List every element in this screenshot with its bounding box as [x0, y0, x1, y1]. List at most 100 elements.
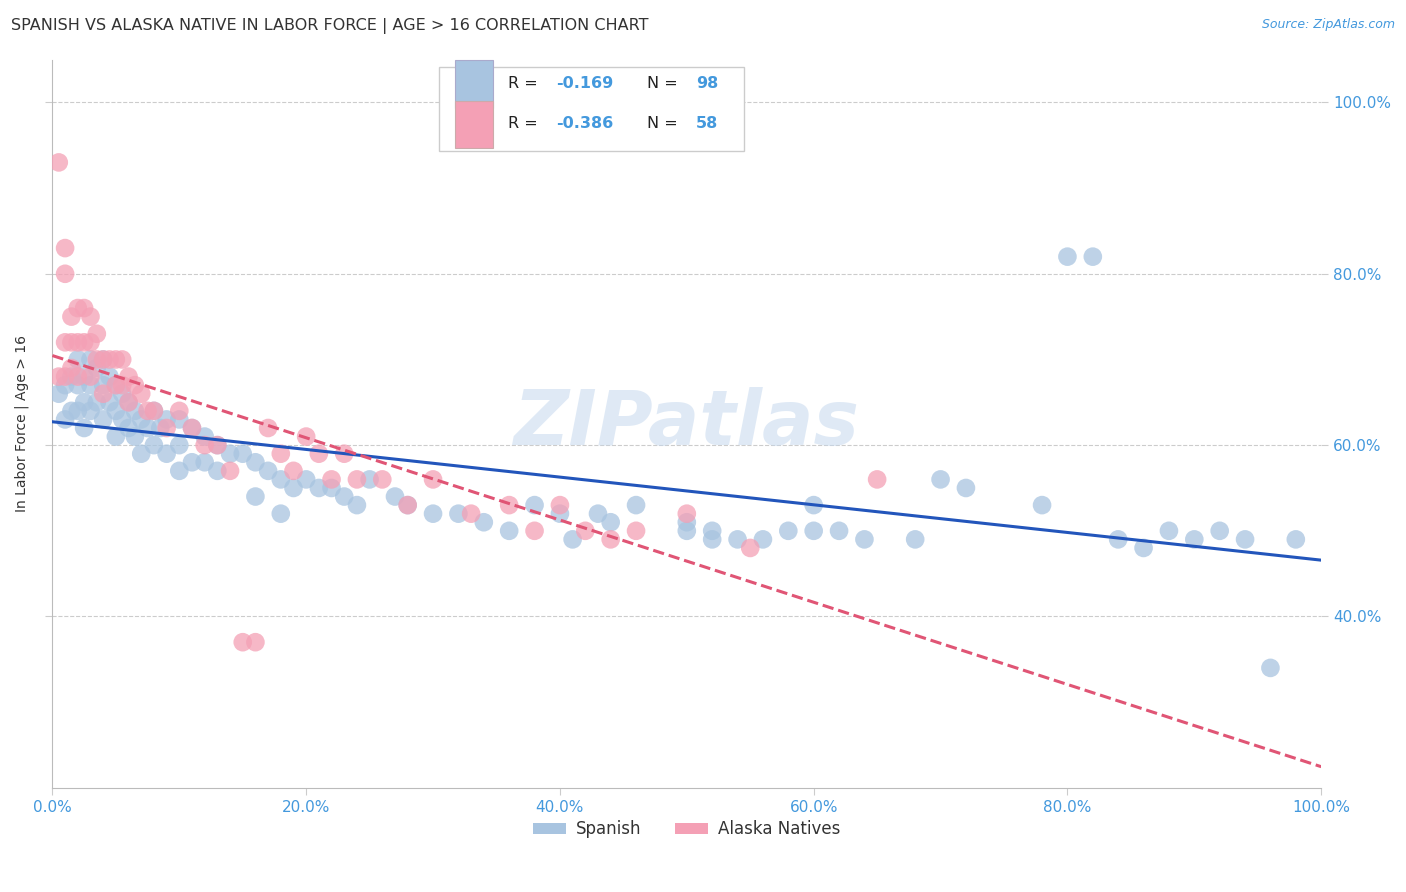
Point — [104, 352, 127, 367]
Point — [599, 533, 621, 547]
Point — [181, 455, 204, 469]
Point — [79, 335, 101, 350]
Point — [53, 378, 76, 392]
Point — [460, 507, 482, 521]
Point — [142, 404, 165, 418]
Point — [194, 429, 217, 443]
Point — [1285, 533, 1308, 547]
Point — [48, 386, 70, 401]
Point — [333, 447, 356, 461]
Point — [66, 335, 89, 350]
Point — [1056, 250, 1078, 264]
Point — [60, 369, 83, 384]
Point — [675, 515, 697, 529]
Point — [308, 447, 330, 461]
Point — [66, 369, 89, 384]
Point — [548, 498, 571, 512]
Point — [53, 241, 76, 255]
Point — [803, 498, 825, 512]
Point — [295, 429, 318, 443]
Text: Source: ZipAtlas.com: Source: ZipAtlas.com — [1261, 18, 1395, 31]
Point — [624, 524, 647, 538]
Point — [586, 507, 609, 521]
Point — [73, 369, 96, 384]
Point — [104, 404, 127, 418]
Point — [79, 378, 101, 392]
Point — [117, 395, 139, 409]
Point — [1260, 661, 1282, 675]
Point — [60, 335, 83, 350]
Point — [384, 490, 406, 504]
Point — [346, 472, 368, 486]
Point — [73, 301, 96, 315]
Text: 98: 98 — [696, 76, 718, 91]
Point — [53, 267, 76, 281]
Point — [73, 335, 96, 350]
Point — [136, 421, 159, 435]
Point — [129, 412, 152, 426]
Point — [270, 472, 292, 486]
Point — [169, 412, 191, 426]
Point — [60, 361, 83, 376]
Point — [104, 378, 127, 392]
Point — [498, 498, 520, 512]
Text: N =: N = — [648, 116, 683, 131]
Point — [321, 481, 343, 495]
FancyBboxPatch shape — [440, 67, 744, 151]
Text: R =: R = — [508, 76, 543, 91]
Text: -0.169: -0.169 — [557, 76, 613, 91]
Point — [447, 507, 470, 521]
Point — [308, 481, 330, 495]
Point — [1208, 524, 1230, 538]
FancyBboxPatch shape — [454, 101, 492, 148]
Point — [86, 326, 108, 341]
Point — [1157, 524, 1180, 538]
Point — [111, 378, 134, 392]
Point — [142, 438, 165, 452]
Point — [79, 352, 101, 367]
Point — [129, 386, 152, 401]
Point — [79, 369, 101, 384]
Point — [181, 421, 204, 435]
Point — [702, 533, 724, 547]
Point — [270, 507, 292, 521]
Point — [86, 395, 108, 409]
Point — [232, 635, 254, 649]
FancyBboxPatch shape — [454, 61, 492, 108]
Point — [104, 378, 127, 392]
Point — [155, 421, 177, 435]
Point — [955, 481, 977, 495]
Point — [194, 438, 217, 452]
Point — [129, 447, 152, 461]
Point — [1132, 541, 1154, 555]
Point — [752, 533, 775, 547]
Text: -0.386: -0.386 — [557, 116, 613, 131]
Point — [561, 533, 583, 547]
Point — [53, 412, 76, 426]
Point — [828, 524, 851, 538]
Text: SPANISH VS ALASKA NATIVE IN LABOR FORCE | AGE > 16 CORRELATION CHART: SPANISH VS ALASKA NATIVE IN LABOR FORCE … — [11, 18, 648, 34]
Point — [117, 421, 139, 435]
Point — [498, 524, 520, 538]
Point — [207, 464, 229, 478]
Point — [1107, 533, 1129, 547]
Point — [136, 404, 159, 418]
Point — [155, 447, 177, 461]
Point — [257, 464, 280, 478]
Point — [245, 635, 267, 649]
Point — [79, 404, 101, 418]
Point — [98, 395, 121, 409]
Point — [149, 421, 172, 435]
Point — [548, 507, 571, 521]
Point — [48, 155, 70, 169]
Y-axis label: In Labor Force | Age > 16: In Labor Force | Age > 16 — [15, 335, 30, 512]
Point — [245, 490, 267, 504]
Point — [232, 447, 254, 461]
Point — [321, 472, 343, 486]
Point — [60, 310, 83, 324]
Point — [866, 472, 889, 486]
Text: 58: 58 — [696, 116, 718, 131]
Legend: Spanish, Alaska Natives: Spanish, Alaska Natives — [526, 814, 848, 845]
Point — [48, 369, 70, 384]
Point — [207, 438, 229, 452]
